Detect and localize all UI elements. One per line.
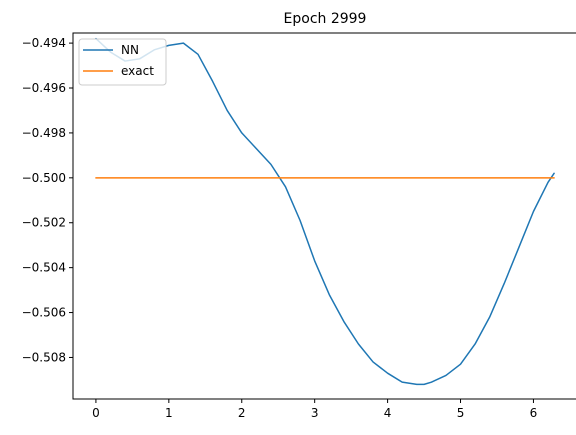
y-tick-label: −0.506 — [22, 306, 66, 320]
legend: NN exact — [79, 39, 166, 85]
x-axis: 0 1 2 3 4 5 6 — [92, 399, 537, 420]
y-tick-label: −0.504 — [22, 261, 66, 275]
y-tick-label: −0.500 — [22, 171, 66, 185]
y-axis: −0.494 −0.496 −0.498 −0.500 −0.502 −0.504 −0.5… — [22, 36, 73, 364]
chart-title: Epoch 2999 — [284, 11, 367, 27]
y-tick-label: −0.502 — [22, 216, 66, 230]
y-tick-label: −0.496 — [22, 81, 66, 95]
x-tick-label: 5 — [457, 406, 465, 420]
y-tick-label: −0.508 — [22, 350, 66, 364]
plot-frame — [73, 33, 576, 399]
x-tick-label: 6 — [530, 406, 538, 420]
x-tick-label: 3 — [311, 406, 319, 420]
series-line-nn — [96, 39, 554, 385]
y-tick-label: −0.498 — [22, 126, 66, 140]
y-tick-label: −0.494 — [22, 36, 66, 50]
legend-label-nn: NN — [121, 43, 139, 57]
x-tick-label: 1 — [165, 406, 173, 420]
x-tick-label: 4 — [384, 406, 392, 420]
plot-area — [96, 39, 554, 385]
x-tick-label: 0 — [92, 406, 100, 420]
x-tick-label: 2 — [238, 406, 246, 420]
legend-label-exact: exact — [121, 64, 154, 78]
